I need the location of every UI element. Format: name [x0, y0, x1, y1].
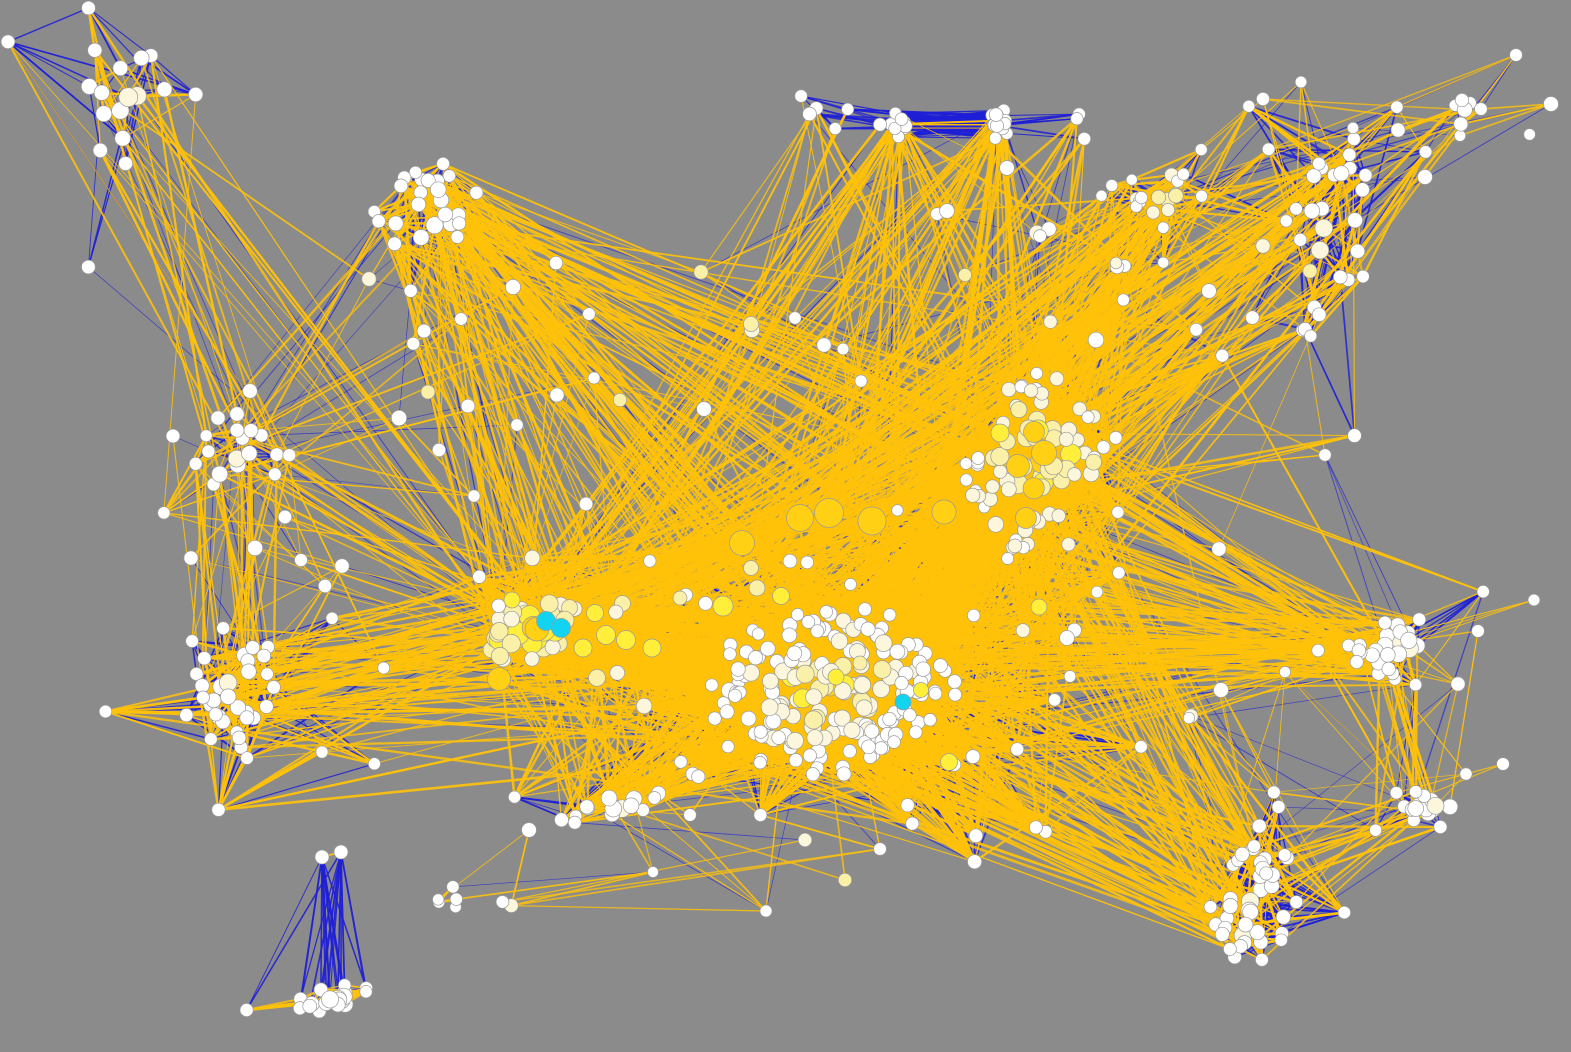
blue-edge	[246, 856, 323, 1011]
gold-edge	[163, 435, 208, 514]
gold-edge	[94, 50, 102, 151]
blue-edge	[217, 721, 224, 810]
blue-edge	[87, 95, 138, 268]
blue-edge	[249, 377, 595, 454]
blue-edge	[88, 7, 152, 56]
blue-edge	[1353, 138, 1363, 190]
blue-edge	[325, 851, 343, 1004]
blue-edge	[88, 7, 165, 90]
blue-edge	[321, 856, 367, 989]
blue-edge	[320, 851, 342, 990]
blue-edge	[7, 7, 89, 43]
blue-edge	[514, 796, 588, 808]
blue-edge	[1324, 454, 1401, 633]
blue-edge	[996, 113, 1080, 117]
gold-edge	[412, 225, 436, 344]
blue-edge	[1339, 276, 1356, 436]
blue-edge	[218, 763, 375, 811]
blue-edge	[245, 851, 342, 1011]
gold-edge	[1361, 151, 1427, 278]
gold-edge	[105, 696, 204, 713]
blue-edge	[1248, 105, 1315, 177]
gold-edge	[1396, 106, 1427, 153]
blue-edge	[574, 822, 806, 841]
blue-edge	[236, 223, 397, 415]
blue-edge	[150, 55, 197, 95]
gold-edge	[402, 177, 413, 291]
blue-edge	[298, 856, 323, 1009]
blue-edge	[586, 806, 767, 912]
blue-edge	[299, 851, 342, 1000]
blue-edge	[140, 57, 197, 96]
blue-edge	[236, 458, 302, 561]
blue-edge	[7, 41, 124, 139]
gold-edge	[105, 710, 248, 759]
gold-edge	[163, 473, 276, 514]
blue-edge	[901, 113, 997, 120]
blue-edge	[809, 113, 902, 120]
blue-edge	[242, 221, 380, 439]
blue-edge	[1356, 106, 1398, 252]
gold-edge	[236, 731, 375, 765]
blue-edge	[1006, 132, 1085, 140]
blue-edge	[1004, 113, 1080, 125]
blue-edge	[340, 851, 367, 992]
blue-edge	[308, 851, 342, 1007]
blue-edge	[105, 710, 212, 740]
blue-edge	[7, 41, 90, 87]
blue-edge	[1188, 717, 1376, 831]
blue-edge	[1304, 328, 1356, 436]
blue-edge	[452, 871, 654, 888]
blue-edge	[337, 851, 342, 1005]
blue-edge	[87, 92, 103, 268]
blue-edge	[120, 67, 196, 96]
blue-edge	[1480, 54, 1517, 110]
blue-edge	[895, 112, 997, 116]
blue-edge	[217, 172, 416, 419]
gold-edge	[1131, 148, 1202, 181]
blue-edge	[1190, 715, 1427, 810]
blue-edge	[1253, 792, 1275, 847]
